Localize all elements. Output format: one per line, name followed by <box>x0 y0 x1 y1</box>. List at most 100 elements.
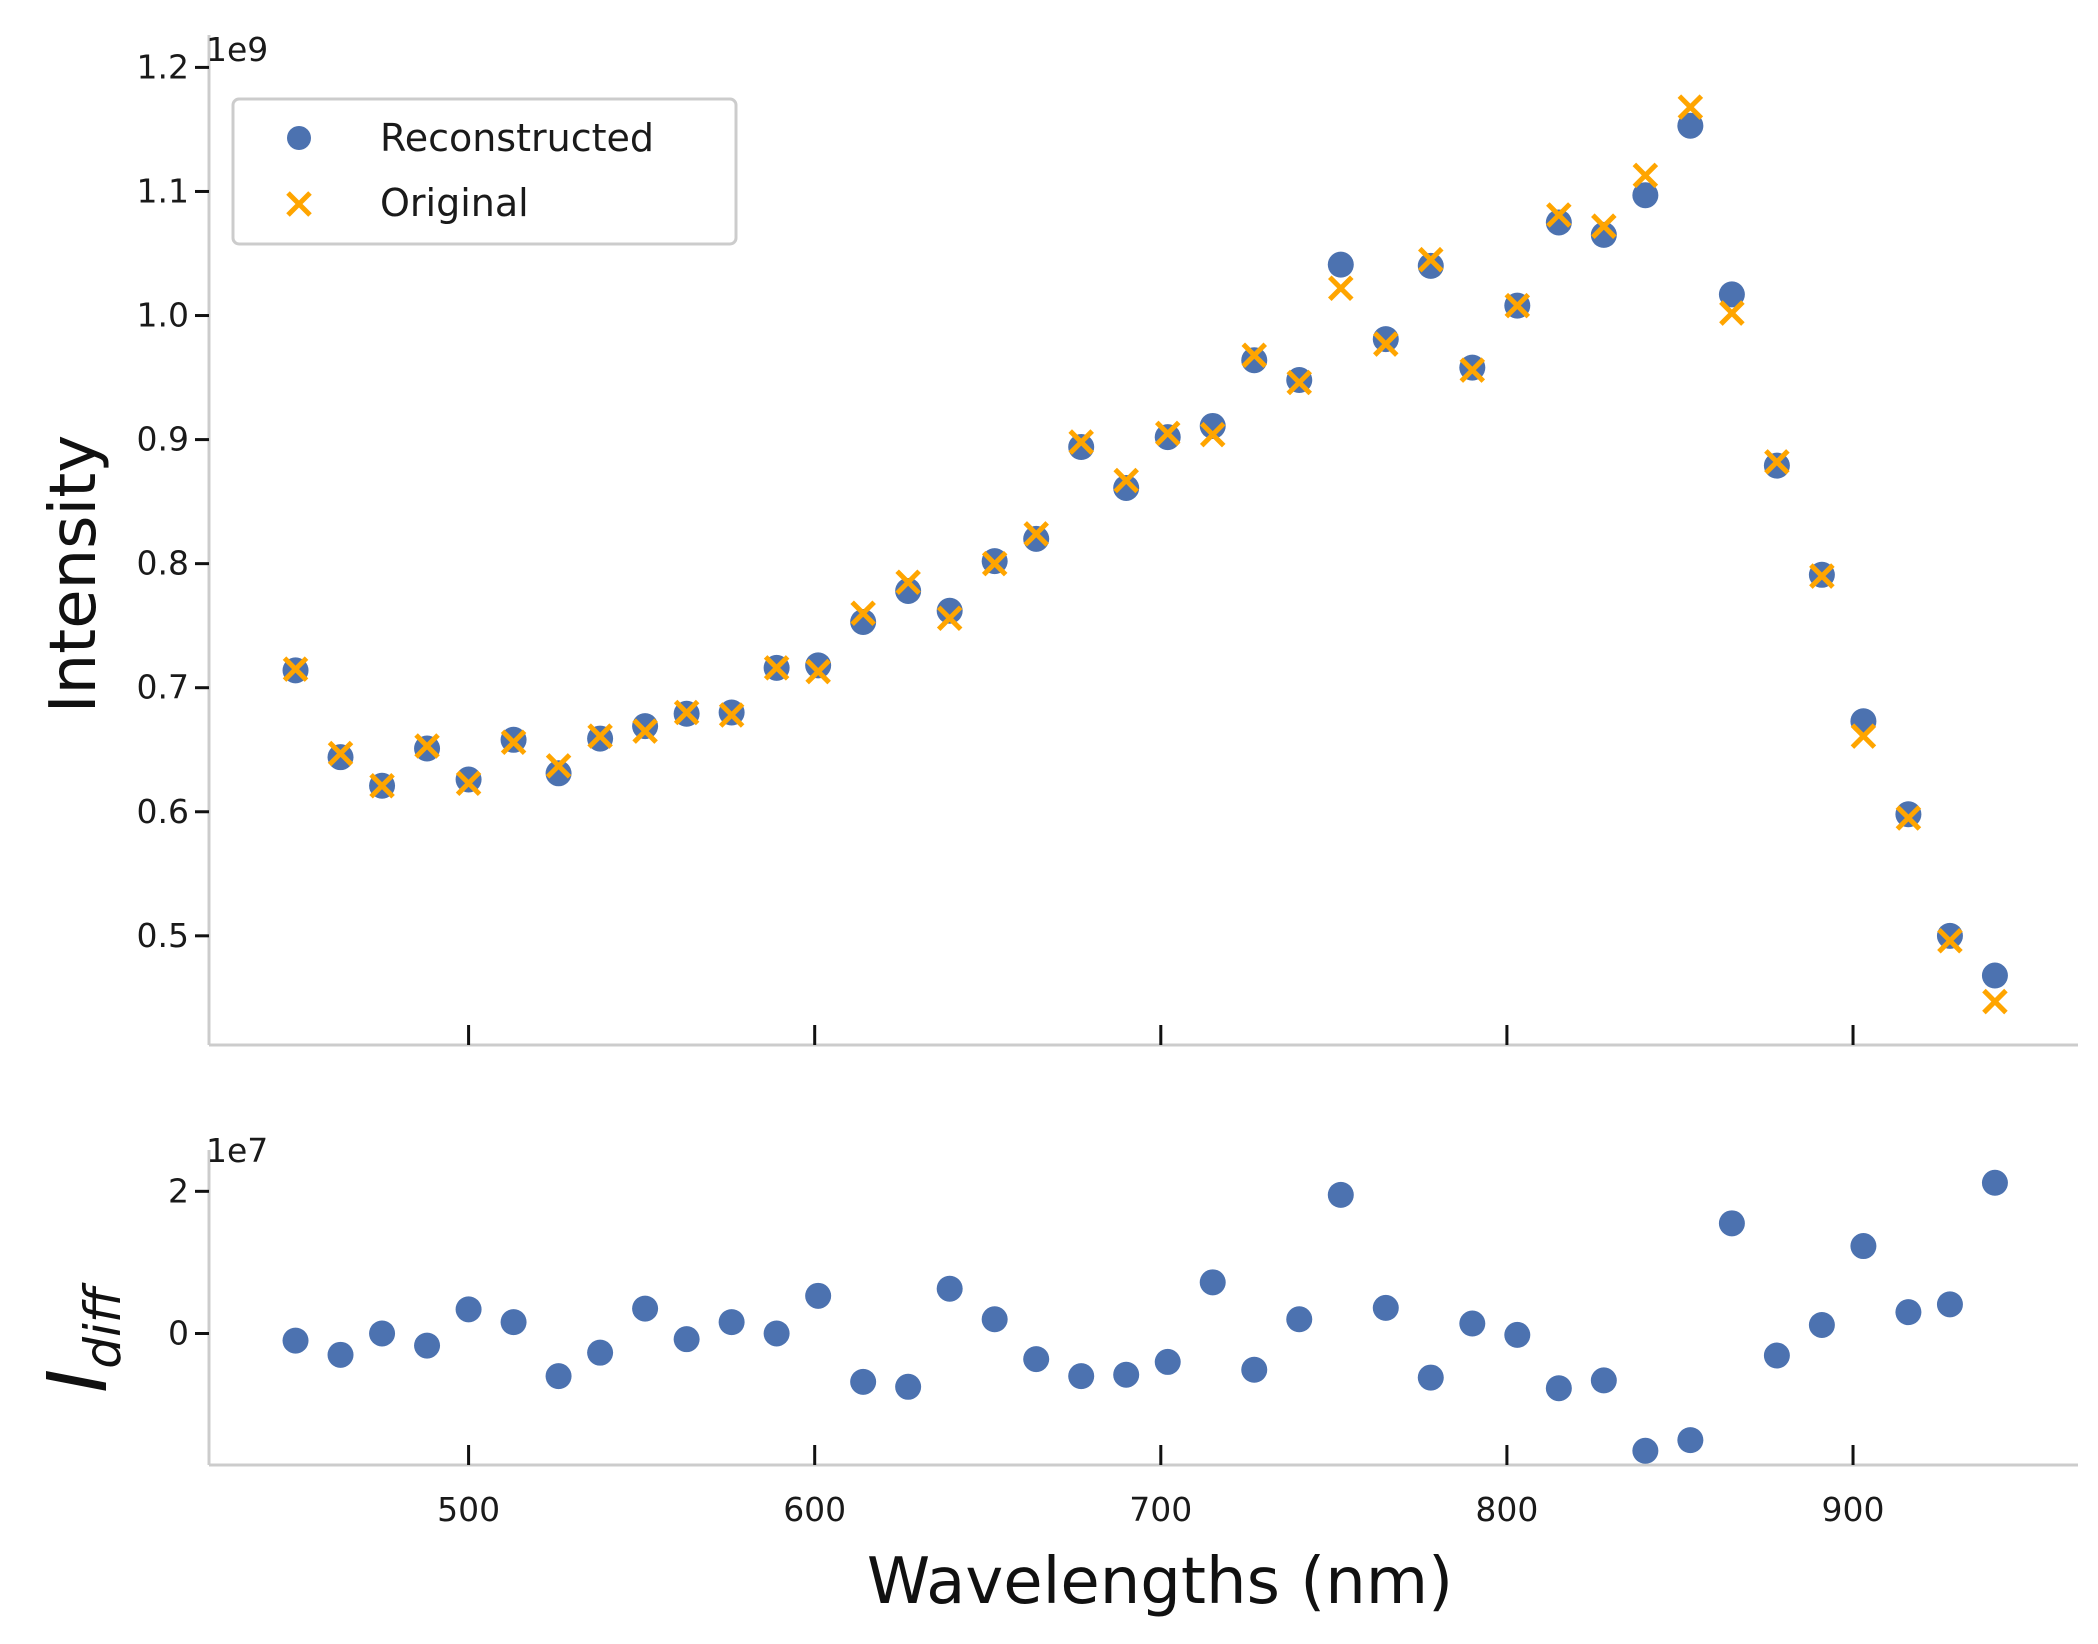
original-point <box>1199 421 1226 448</box>
original-point <box>805 658 831 685</box>
difference-point <box>1545 1375 1572 1402</box>
original-point <box>369 772 395 799</box>
reconstructed-point <box>327 744 354 771</box>
reconstructed-point <box>1632 182 1659 209</box>
idiff-subscript: diff <box>74 1282 132 1369</box>
original-point <box>673 699 700 726</box>
difference-point <box>1808 1311 1835 1338</box>
difference-point <box>545 1363 572 1390</box>
difference-point <box>981 1306 1008 1333</box>
difference-point <box>673 1326 700 1353</box>
reconstructed-point <box>936 597 963 624</box>
y-tick-label: 2 <box>168 1171 189 1210</box>
y-axis-title-idiff: Idiff <box>31 1282 132 1393</box>
reconstructed-point <box>632 713 659 740</box>
reconstructed-point <box>455 766 482 793</box>
reconstructed-point <box>1590 221 1617 248</box>
original-point <box>1764 449 1790 475</box>
original-point <box>1982 988 2008 1015</box>
top-axes-layer: 0.5 0.6 0.7 0.8 0.9 1.0 1.1 1.2 <box>137 35 2078 1047</box>
difference-point <box>1417 1364 1444 1391</box>
y-tick-label: 0.6 <box>137 792 189 831</box>
reconstructed-point <box>1113 474 1140 501</box>
y-axis-title-intensity: Intensity <box>37 435 111 714</box>
difference-point <box>1113 1361 1140 1388</box>
original-point <box>1328 275 1354 302</box>
original-point <box>282 656 309 682</box>
difference-point <box>1895 1299 1922 1326</box>
bottom-offset-label: 1e7 <box>206 1131 268 1170</box>
difference-point <box>1718 1210 1745 1237</box>
legend-label-reconstructed: Reconstructed <box>380 116 654 160</box>
original-point <box>1068 429 1094 455</box>
difference-point <box>414 1332 441 1359</box>
difference-point <box>1504 1321 1531 1348</box>
difference-panel: 0 2 500 600 700 800 900 1e7 Idiff Wavelengths … <box>31 1131 2078 1619</box>
original-point <box>1546 202 1572 228</box>
y-tick-label: 0.5 <box>137 916 189 955</box>
y-tick-label: 1.0 <box>137 296 189 335</box>
reconstructed-point <box>1199 412 1226 439</box>
original-point <box>1719 300 1745 326</box>
original-point <box>850 600 876 627</box>
reconstructed-point <box>1327 251 1354 278</box>
original-point <box>718 702 745 728</box>
difference-point <box>850 1368 877 1395</box>
difference-point <box>1286 1306 1313 1333</box>
reconstructed-point <box>1936 922 1963 949</box>
x-tick-label: 800 <box>1475 1490 1538 1529</box>
difference-point <box>1936 1291 1963 1318</box>
difference-point <box>369 1320 396 1347</box>
original-point <box>1154 420 1181 447</box>
difference-point <box>1850 1233 1877 1260</box>
legend-marker-original <box>286 191 312 217</box>
original-point <box>981 550 1008 577</box>
legend-marker-reconstructed <box>287 126 311 150</box>
original-point <box>545 753 572 779</box>
original-point <box>936 605 963 632</box>
original-point <box>414 733 440 759</box>
y-tick-label: 0.9 <box>137 420 189 459</box>
difference-point <box>805 1282 832 1309</box>
y-tick-label: 0.7 <box>137 668 189 707</box>
reconstructed-point <box>1677 112 1704 139</box>
reconstructed-point <box>1068 434 1095 461</box>
difference-point <box>936 1275 963 1302</box>
difference-point <box>1241 1356 1268 1383</box>
top-marks-layer <box>282 94 2008 1015</box>
reconstructed-point <box>1981 962 2008 989</box>
difference-point <box>1677 1427 1704 1454</box>
y-tick-label: 0 <box>168 1313 189 1352</box>
difference-point <box>1154 1348 1181 1375</box>
reconstructed-point <box>1545 209 1572 236</box>
difference-point <box>1632 1437 1659 1464</box>
idiff-main: I <box>31 1369 126 1393</box>
reconstructed-point <box>1763 452 1790 479</box>
original-point <box>632 718 658 744</box>
reconstructed-point <box>1241 347 1268 374</box>
original-point <box>327 740 354 767</box>
difference-point <box>1023 1346 1050 1373</box>
original-point <box>1504 292 1531 319</box>
difference-point <box>1590 1367 1617 1394</box>
original-point <box>895 569 921 596</box>
bottom-axes-layer: 0 2 500 600 700 800 900 <box>168 1150 2078 1529</box>
difference-point <box>1372 1294 1399 1321</box>
reconstructed-point <box>1372 326 1399 353</box>
legend-frame <box>231 97 738 246</box>
reconstructed-point <box>1718 281 1745 308</box>
original-point <box>1895 805 1922 831</box>
original-point <box>1241 342 1268 368</box>
original-point <box>1937 928 1963 954</box>
difference-point <box>1068 1363 1095 1390</box>
x-tick-label: 600 <box>783 1490 846 1529</box>
original-point <box>455 770 482 797</box>
legend-label-original: Original <box>380 181 529 225</box>
difference-point <box>1763 1342 1790 1369</box>
reconstructed-point <box>1895 801 1922 828</box>
difference-point <box>1327 1181 1354 1208</box>
original-point <box>1373 331 1399 357</box>
original-point <box>1809 563 1835 589</box>
y-tick-label: 1.1 <box>137 171 189 210</box>
